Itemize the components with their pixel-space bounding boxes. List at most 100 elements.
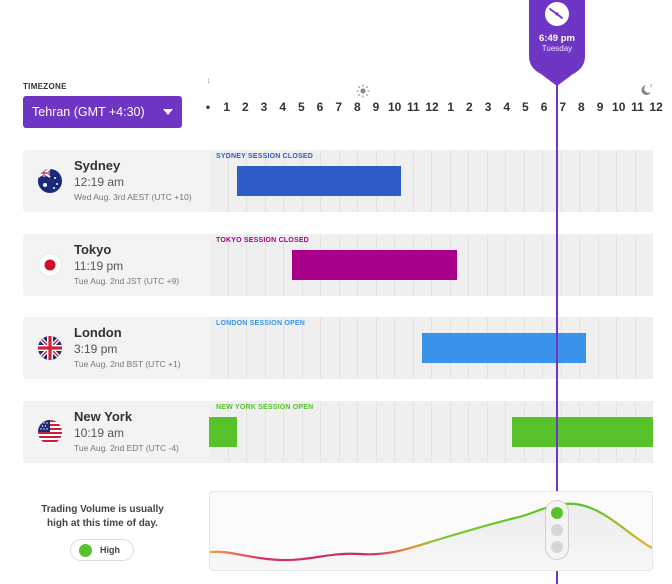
grid-line bbox=[449, 401, 451, 463]
grid-line bbox=[597, 317, 599, 379]
grid-line bbox=[264, 401, 266, 463]
city-local-time: 10:19 am bbox=[74, 426, 125, 440]
grid-line bbox=[616, 150, 617, 212]
hour-label: • bbox=[205, 100, 211, 114]
volume-level-dot bbox=[79, 543, 92, 557]
current-time-pin[interactable] bbox=[527, 0, 587, 88]
grid-line bbox=[486, 150, 488, 212]
hour-label: 11 bbox=[631, 100, 644, 114]
grid-line bbox=[560, 234, 562, 296]
hour-label: 10 bbox=[612, 100, 626, 114]
grid-line bbox=[394, 317, 395, 379]
timezone-label: TIMEZONE bbox=[23, 82, 67, 91]
hour-label: 2 bbox=[466, 100, 473, 114]
volume-chart bbox=[209, 491, 653, 571]
timezone-select[interactable]: Tehran (GMT +4:30) bbox=[23, 96, 182, 128]
session-card-new-york[interactable]: New York 10:19 am Tue Aug. 2nd EDT (UTC -4… bbox=[23, 401, 209, 463]
grid-line bbox=[301, 317, 303, 379]
hour-label: 5 bbox=[298, 100, 305, 114]
grid-line bbox=[523, 234, 525, 296]
session-bar[interactable] bbox=[421, 333, 587, 363]
japan-flag-icon bbox=[38, 253, 62, 277]
session-track: TOKYO SESSION CLOSED bbox=[209, 234, 653, 296]
grid-line bbox=[283, 234, 284, 296]
uk-flag-icon bbox=[38, 336, 62, 360]
traffic-light-middle bbox=[551, 524, 563, 536]
grid-line bbox=[246, 234, 247, 296]
grid-line bbox=[412, 317, 414, 379]
grid-line bbox=[357, 317, 358, 379]
grid-line bbox=[246, 317, 247, 379]
city-name: London bbox=[74, 325, 122, 340]
session-bar[interactable] bbox=[512, 417, 653, 447]
grid-line bbox=[338, 317, 340, 379]
traffic-light-green bbox=[551, 507, 563, 519]
current-time-line[interactable] bbox=[556, 60, 558, 584]
grid-line bbox=[523, 150, 525, 212]
session-bar[interactable] bbox=[236, 166, 402, 196]
hour-label: 11 bbox=[407, 100, 420, 114]
grid-line bbox=[375, 401, 377, 463]
grid-line bbox=[301, 401, 303, 463]
grid-line bbox=[375, 317, 377, 379]
hour-label: 7 bbox=[335, 100, 343, 114]
grid-line bbox=[246, 401, 247, 463]
hour-label: 8 bbox=[578, 100, 585, 114]
grid-line bbox=[505, 234, 506, 296]
grid-line bbox=[542, 234, 543, 296]
grid-line bbox=[597, 234, 599, 296]
hour-label: 10 bbox=[388, 100, 402, 114]
grid-line bbox=[634, 317, 636, 379]
city-date-zone: Tue Aug. 2nd EDT (UTC -4) bbox=[74, 443, 179, 453]
grid-line bbox=[542, 150, 543, 212]
hour-label: 8 bbox=[354, 100, 361, 114]
session-bar[interactable] bbox=[292, 250, 457, 280]
city-date-zone: Tue Aug. 2nd BST (UTC +1) bbox=[74, 359, 181, 369]
hour-label: 7 bbox=[559, 100, 567, 114]
hour-label: 3 bbox=[484, 100, 492, 114]
grid-line bbox=[227, 234, 229, 296]
city-local-time: 11:19 pm bbox=[74, 259, 124, 273]
grid-line bbox=[505, 401, 506, 463]
grid-line bbox=[486, 401, 488, 463]
session-card-sydney[interactable]: Sydney 12:19 am Wed Aug. 3rd AEST (UTC +10… bbox=[23, 150, 209, 212]
sun-icon bbox=[356, 84, 370, 98]
hour-label: 12 bbox=[649, 100, 663, 114]
session-track: NEW YORK SESSION OPEN bbox=[209, 401, 653, 463]
grid-line bbox=[468, 150, 469, 212]
grid-line bbox=[357, 401, 358, 463]
australia-flag-icon bbox=[38, 169, 62, 193]
session-track: SYDNEY SESSION CLOSED bbox=[209, 150, 653, 212]
grid-line bbox=[634, 234, 636, 296]
grid-line bbox=[320, 317, 321, 379]
session-card-tokyo[interactable]: Tokyo 11:19 pm Tue Aug. 2nd JST (UTC +9) bbox=[23, 234, 209, 296]
grid-line bbox=[264, 234, 266, 296]
grid-line bbox=[468, 234, 469, 296]
hour-label: 3 bbox=[260, 100, 268, 114]
grid-line bbox=[486, 234, 488, 296]
session-bar[interactable] bbox=[209, 417, 237, 447]
grid-line bbox=[560, 150, 562, 212]
city-name: Tokyo bbox=[74, 242, 112, 257]
hour-label: 12 bbox=[425, 100, 439, 114]
current-time: 6:49 pm bbox=[539, 33, 575, 44]
grid-line bbox=[431, 150, 432, 212]
us-flag-icon bbox=[38, 420, 62, 444]
session-track: LONDON SESSION OPEN bbox=[209, 317, 653, 379]
grid-line bbox=[227, 150, 229, 212]
volume-description: Trading Volume is usually high at this t… bbox=[41, 504, 164, 529]
hour-label: 1 bbox=[447, 100, 455, 114]
current-day: Tuesday bbox=[541, 44, 573, 53]
session-status: LONDON SESSION OPEN bbox=[216, 320, 305, 327]
session-status: NEW YORK SESSION OPEN bbox=[216, 404, 314, 411]
volume-level-label: High bbox=[100, 545, 120, 555]
grid-line bbox=[283, 401, 284, 463]
session-card-london[interactable]: London 3:19 pm Tue Aug. 2nd BST (UTC +1) bbox=[23, 317, 209, 379]
session-status: TOKYO SESSION CLOSED bbox=[216, 237, 309, 244]
city-name: New York bbox=[74, 409, 133, 424]
grid-line bbox=[616, 234, 617, 296]
hour-label: 5 bbox=[522, 100, 529, 114]
grid-line bbox=[227, 317, 229, 379]
session-status: SYDNEY SESSION CLOSED bbox=[216, 153, 314, 160]
